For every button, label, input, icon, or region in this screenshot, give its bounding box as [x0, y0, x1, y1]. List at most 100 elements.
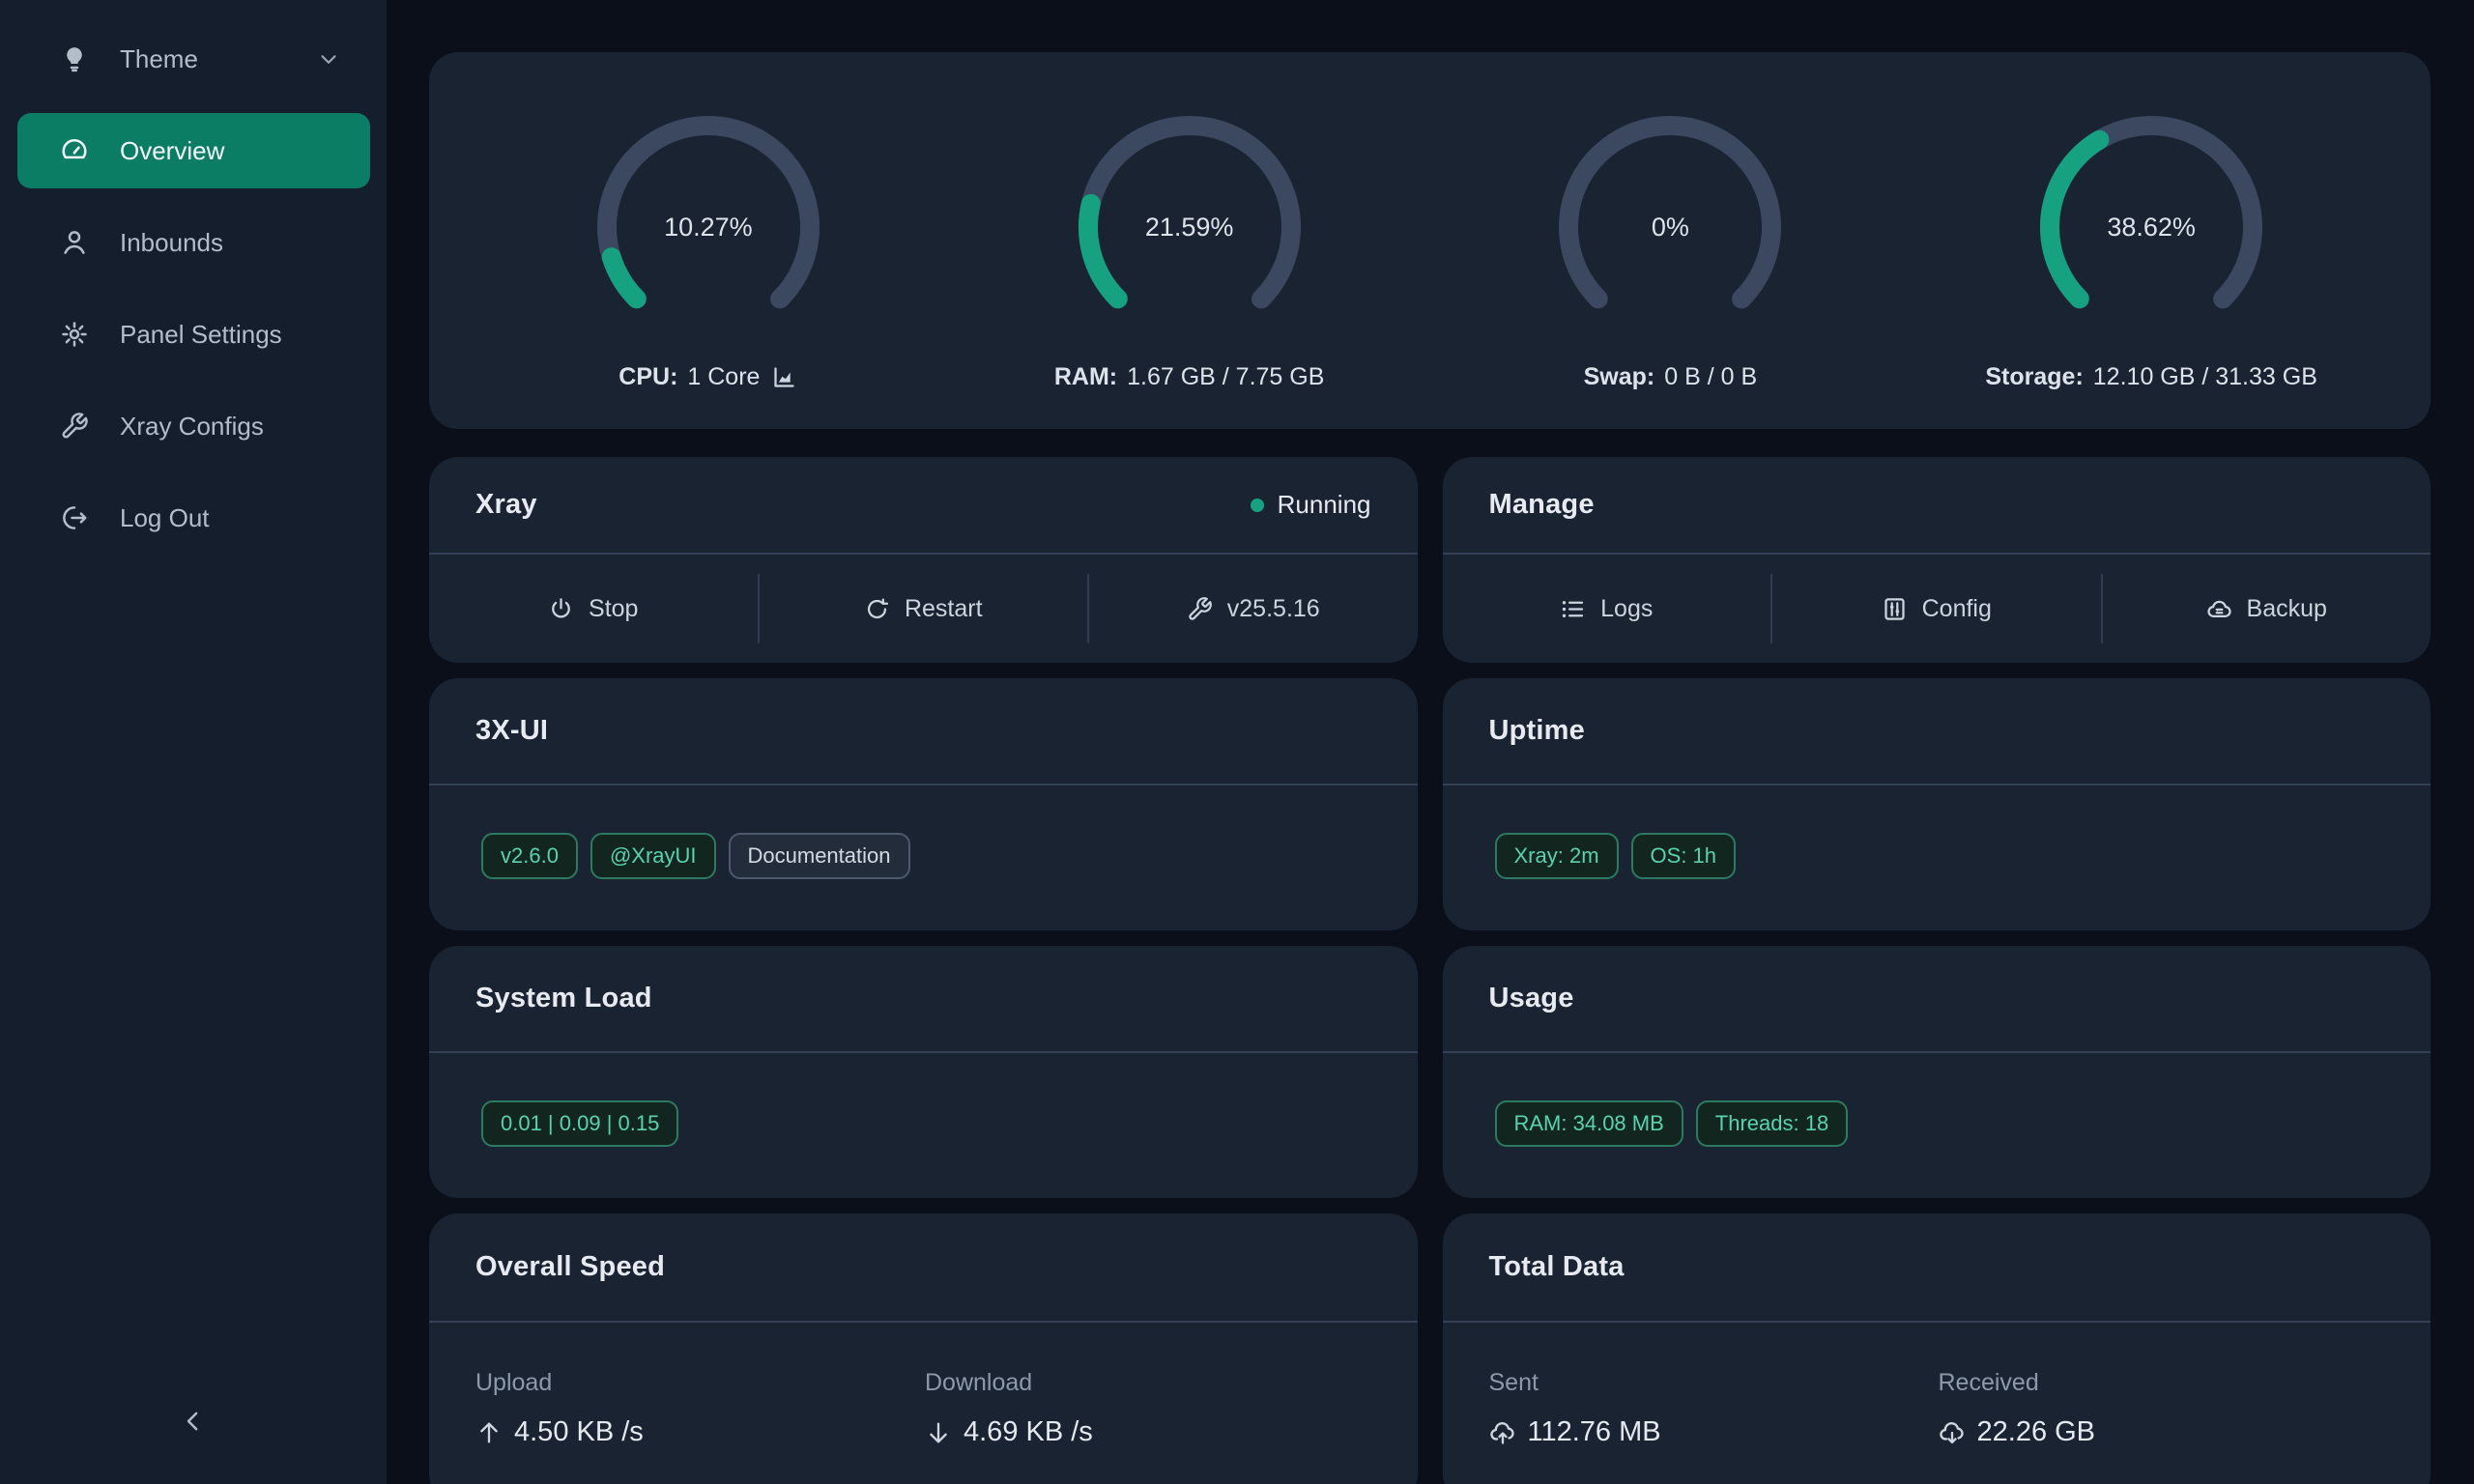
uptime-tags: Xray: 2m OS: 1h [1443, 785, 2431, 930]
manage-card-header: Manage [1442, 457, 2431, 555]
upload-stat: Upload 4.50 KB /s [475, 1369, 925, 1448]
arrow-down-icon [930, 1422, 947, 1442]
sidebar-item-inbounds[interactable]: Inbounds [17, 205, 370, 280]
system-load-card-header: System Load [429, 946, 1418, 1053]
cloud-upload-icon [1489, 1421, 1514, 1444]
divider [1087, 574, 1089, 643]
threads-tag: Threads: 18 [1695, 1100, 1849, 1147]
sidebar-nav: Theme Overview Inbounds [0, 0, 387, 1358]
card-title: System Load [475, 983, 652, 1013]
gauge-arc [1078, 115, 1301, 338]
divider [2100, 574, 2103, 643]
ram-gauge: 21.59% RAM: 1.67 GB / 7.75 GB [949, 106, 1430, 429]
sidebar-item-panel-settings[interactable]: Panel Settings [17, 297, 370, 372]
gauge-caption: RAM: 1.67 GB / 7.75 GB [1053, 363, 1325, 390]
data-stats: Sent 112.76 MB Received 22.26 GB [1443, 1323, 2431, 1484]
stop-button[interactable]: Stop [429, 595, 758, 623]
gauge-percent-value: 0% [1651, 212, 1689, 242]
xui-card-header: 3X-UI [429, 678, 1418, 785]
usage-card-header: Usage [1442, 946, 2431, 1053]
documentation-link-tag[interactable]: Documentation [728, 833, 910, 879]
sidebar-item-label: Theme [120, 43, 198, 73]
gauge-caption: Storage: 12.10 GB / 31.33 GB [1985, 363, 2317, 390]
sidebar-collapse-button[interactable] [0, 1358, 387, 1484]
xui-tags: v2.6.0 @XrayUI Documentation [429, 785, 1418, 930]
gauge-percent-value: 10.27% [664, 212, 753, 242]
stat-label: Sent [1488, 1369, 1539, 1396]
overall-speed-card-header: Overall Speed [429, 1213, 1418, 1323]
card-title: 3X-UI [475, 715, 549, 746]
card-title: Uptime [1488, 715, 1585, 746]
xray-version-button[interactable]: v25.5.16 [1089, 595, 1418, 623]
xray-actions: Stop Restart v25.5.16 [429, 555, 1418, 663]
xray-card: Xray Running Stop Restart [429, 457, 1418, 663]
total-data-card: Total Data Sent 112.76 MB Received [1442, 1213, 2431, 1484]
total-data-card-header: Total Data [1442, 1213, 2431, 1323]
system-gauges-card: 10.27% CPU: 1 Core [429, 52, 2431, 429]
os-uptime-tag: OS: 1h [1630, 833, 1737, 879]
xray-uptime-tag: Xray: 2m [1494, 833, 1619, 879]
stat-label: Download [925, 1369, 1033, 1396]
cloud-server-icon [2206, 600, 2231, 617]
stat-value: 4.50 KB /s [475, 1416, 925, 1448]
bulb-icon [67, 47, 82, 72]
reload-icon [867, 597, 889, 618]
swap-gauge: 0% Swap: 0 B / 0 B [1430, 106, 1912, 429]
cpu-history-chart-button[interactable] [771, 364, 797, 390]
logs-button[interactable]: Logs [1443, 595, 1771, 623]
user-icon [64, 231, 85, 254]
card-title: Usage [1488, 983, 1574, 1013]
gauge-caption: Swap: 0 B / 0 B [1583, 363, 1758, 390]
power-icon [552, 597, 570, 617]
xrayui-link-tag[interactable]: @XrayUI [590, 833, 716, 879]
restart-button[interactable]: Restart [760, 595, 1088, 623]
sliders-icon [1884, 597, 1905, 620]
sidebar-item-label: Panel Settings [120, 319, 282, 349]
manage-actions: Logs Config Backup [1443, 555, 2431, 663]
stat-label: Upload [475, 1369, 553, 1396]
load-average-tag: 0.01 | 0.09 | 0.15 [481, 1100, 679, 1147]
version-tag[interactable]: v2.6.0 [481, 833, 578, 879]
xray-card-header: Xray Running [429, 457, 1418, 555]
logout-icon [63, 506, 87, 529]
storage-gauge: 38.62% Storage: 12.10 GB / 31.33 GB [1911, 106, 2392, 429]
divider [757, 574, 760, 643]
cards-grid: Xray Running Stop Restart [429, 457, 2431, 1484]
list-icon [1562, 600, 1584, 617]
usage-tags: RAM: 34.08 MB Threads: 18 [1443, 1053, 2431, 1198]
download-stat: Download 4.69 KB /s [925, 1369, 1371, 1448]
stat-value: 4.69 KB /s [925, 1416, 1371, 1448]
gauge-arc [1559, 115, 1782, 338]
xray-status: Running [1250, 490, 1371, 520]
sidebar: Theme Overview Inbounds [0, 0, 387, 1484]
gauge-caption: CPU: 1 Core [618, 363, 797, 391]
wrench-icon [62, 413, 88, 439]
card-title: Overall Speed [475, 1251, 666, 1282]
wrench-icon [1189, 596, 1212, 620]
backup-button[interactable]: Backup [2103, 595, 2431, 623]
overall-speed-card: Overall Speed Upload 4.50 KB /s Download [429, 1213, 1418, 1484]
cloud-download-icon [1939, 1421, 1964, 1443]
chevron-left-icon [187, 1412, 198, 1431]
arrow-up-icon [480, 1422, 498, 1442]
card-title: Xray [475, 489, 537, 520]
config-button[interactable]: Config [1772, 595, 2101, 623]
gauge-arc [2040, 115, 2263, 338]
gauge-percent-value: 21.59% [1144, 212, 1234, 242]
status-dot-icon [1250, 498, 1264, 512]
sidebar-item-logout[interactable]: Log Out [17, 480, 370, 556]
system-load-card: System Load 0.01 | 0.09 | 0.15 [429, 946, 1418, 1198]
sidebar-item-label: Log Out [120, 502, 210, 532]
gauge-percent-value: 38.62% [2107, 212, 2196, 242]
xui-card: 3X-UI v2.6.0 @XrayUI Documentation [429, 678, 1418, 930]
stat-value: 112.76 MB [1489, 1416, 1939, 1448]
sidebar-item-overview[interactable]: Overview [17, 113, 370, 188]
manage-card: Manage Logs Config Backup [1442, 457, 2431, 663]
sidebar-item-label: Inbounds [120, 227, 223, 257]
divider [1770, 574, 1772, 643]
sent-stat: Sent 112.76 MB [1489, 1369, 1939, 1448]
gauge-arc [596, 115, 820, 338]
sidebar-item-theme[interactable]: Theme [17, 21, 370, 97]
sidebar-item-xray-configs[interactable]: Xray Configs [17, 388, 370, 464]
stat-value: 22.26 GB [1939, 1416, 2385, 1448]
